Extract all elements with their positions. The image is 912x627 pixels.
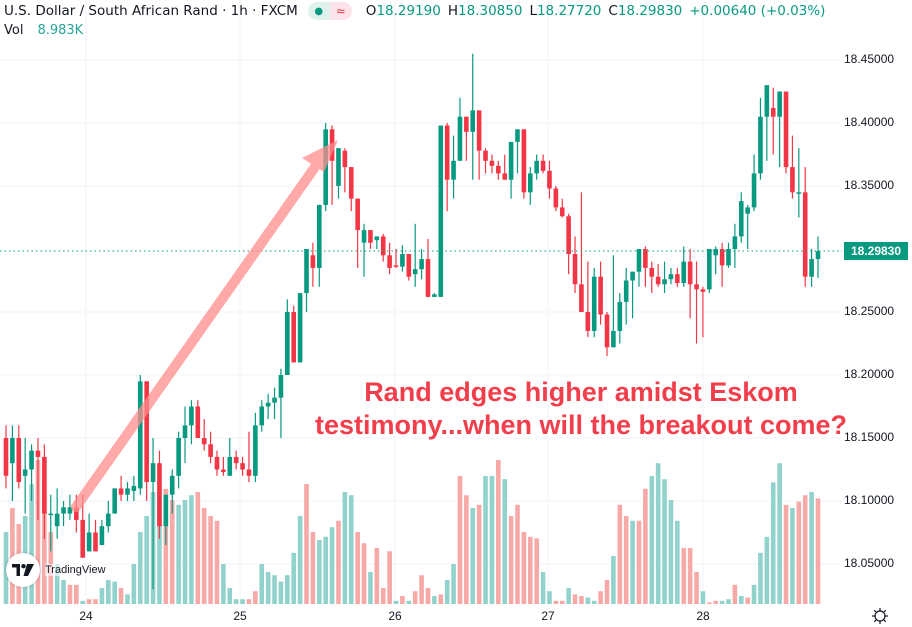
price-axis-label: 18.40000: [844, 115, 895, 129]
price-axis-label: 18.05000: [844, 556, 895, 570]
data-delay-icon: ≈: [329, 2, 352, 20]
price-axis-label: 18.45000: [844, 52, 895, 66]
time-axis-label: 25: [233, 609, 247, 623]
price-axis-label: 18.25000: [844, 304, 895, 318]
time-axis-label: 26: [388, 609, 402, 623]
headline-line-1: Rand edges higher amidst Eskom: [364, 377, 798, 407]
low-label: L: [529, 3, 537, 19]
tradingview-logo-text: TradingView: [45, 564, 106, 576]
price-axis-label: 18.35000: [844, 178, 895, 192]
symbol-title[interactable]: U.S. Dollar / South African Rand · 1h · …: [4, 3, 298, 19]
current-price-tag: 18.29830: [844, 242, 908, 260]
open-value: 18.29190: [376, 3, 441, 19]
close-label: C: [608, 3, 618, 19]
close-value: 18.29830: [617, 3, 683, 19]
tradingview-logo-icon: [6, 553, 40, 587]
time-axis-label: 27: [541, 609, 555, 623]
headline-line-2: testimony...when will the breakout come?: [314, 410, 848, 440]
volume-label[interactable]: Vol: [4, 23, 24, 38]
tradingview-logo[interactable]: TradingView: [6, 553, 106, 587]
market-open-icon: ●: [307, 2, 330, 20]
candles: [3, 53, 821, 590]
change-value: +0.00640 (+0.03%): [689, 3, 826, 19]
price-axis-label: 18.20000: [844, 367, 895, 381]
time-axis-label: 24: [79, 609, 93, 623]
volume-legend: Vol 8.983K: [4, 23, 83, 38]
high-value: 18.30850: [458, 3, 523, 19]
grid-lines: [0, 0, 842, 604]
volume-value: 8.983K: [37, 23, 84, 38]
open-label: O: [365, 3, 377, 19]
market-status[interactable]: ● ≈: [307, 2, 352, 20]
symbol-legend: U.S. Dollar / South African Rand · 1h · …: [4, 2, 825, 20]
time-axis-label: 28: [696, 609, 710, 623]
high-label: H: [447, 3, 459, 19]
settings-gear-icon[interactable]: [871, 607, 889, 625]
price-axis-label: 18.15000: [844, 430, 895, 444]
low-value: 18.27720: [536, 3, 602, 19]
volume-bars: [3, 460, 821, 604]
price-axis-label: 18.10000: [844, 493, 895, 507]
trend-arrow: [71, 140, 338, 512]
headline-annotation: Rand edges higher amidst Eskom testimony…: [300, 376, 862, 442]
